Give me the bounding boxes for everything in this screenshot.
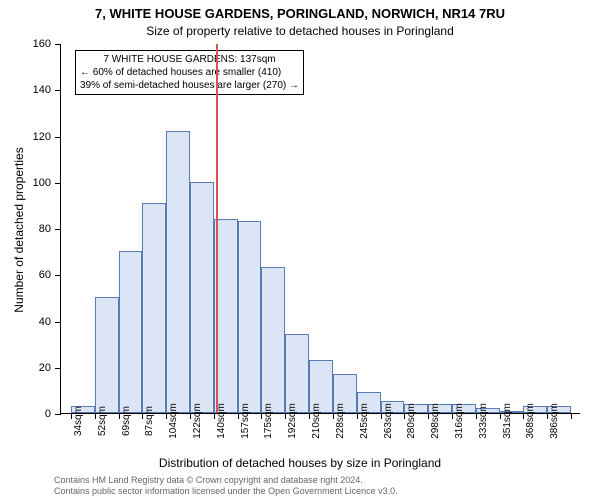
- x-tick-label: 122sqm: [192, 403, 203, 439]
- x-tick-label: 351sqm: [502, 403, 513, 439]
- chart-subtitle: Size of property relative to detached ho…: [0, 24, 600, 38]
- y-tick: [55, 90, 61, 91]
- x-tick-label: 333sqm: [478, 403, 489, 439]
- x-tick: [357, 413, 358, 419]
- y-tick: [55, 44, 61, 45]
- x-tick-label: 157sqm: [240, 403, 251, 439]
- x-tick-label: 368sqm: [525, 403, 536, 439]
- x-tick-label: 210sqm: [311, 403, 322, 439]
- y-tick: [55, 322, 61, 323]
- y-tick-label: 100: [33, 177, 51, 189]
- x-tick-label: 104sqm: [168, 403, 179, 439]
- annotation-box: 7 WHITE HOUSE GARDENS: 137sqm ← 60% of d…: [75, 50, 304, 95]
- x-tick-label: 263sqm: [383, 403, 394, 439]
- y-tick-label: 120: [33, 131, 51, 143]
- y-tick: [55, 414, 61, 415]
- annotation-line-2: ← 60% of detached houses are smaller (41…: [80, 66, 299, 79]
- x-tick: [333, 413, 334, 419]
- y-tick-label: 80: [39, 223, 51, 235]
- x-tick-label: 52sqm: [97, 406, 108, 436]
- x-tick: [95, 413, 96, 419]
- x-tick-label: 69sqm: [121, 406, 132, 436]
- y-tick-label: 0: [45, 408, 51, 420]
- histogram-bar: [190, 182, 214, 413]
- x-tick-label: 34sqm: [73, 406, 84, 436]
- x-tick: [214, 413, 215, 419]
- y-axis-label: Number of detached properties: [12, 147, 26, 312]
- x-tick: [190, 413, 191, 419]
- y-tick: [55, 275, 61, 276]
- x-tick-label: 175sqm: [263, 403, 274, 439]
- histogram-bar: [142, 203, 166, 413]
- x-tick: [571, 413, 572, 419]
- y-tick-label: 40: [39, 316, 51, 328]
- x-tick-label: 228sqm: [335, 403, 346, 439]
- y-tick-label: 20: [39, 362, 51, 374]
- x-tick-label: 280sqm: [406, 403, 417, 439]
- x-tick: [238, 413, 239, 419]
- chart-title: 7, WHITE HOUSE GARDENS, PORINGLAND, NORW…: [0, 6, 600, 21]
- x-tick-label: 245sqm: [359, 403, 370, 439]
- histogram-bar: [166, 131, 190, 413]
- x-tick: [452, 413, 453, 419]
- y-tick: [55, 368, 61, 369]
- footnote-line-2: Contains public sector information licen…: [54, 486, 398, 497]
- x-tick-label: 87sqm: [144, 406, 155, 436]
- y-tick: [55, 229, 61, 230]
- x-tick-label: 386sqm: [549, 403, 560, 439]
- y-tick: [55, 183, 61, 184]
- x-tick: [428, 413, 429, 419]
- footnote-line-1: Contains HM Land Registry data © Crown c…: [54, 475, 398, 486]
- histogram-bar: [119, 251, 143, 413]
- histogram-bar: [238, 221, 262, 413]
- x-tick: [119, 413, 120, 419]
- x-tick: [309, 413, 310, 419]
- annotation-line-3: 39% of semi-detached houses are larger (…: [80, 79, 299, 92]
- x-tick-label: 316sqm: [454, 403, 465, 439]
- y-tick-label: 140: [33, 84, 51, 96]
- y-tick: [55, 137, 61, 138]
- histogram-bar: [285, 334, 309, 413]
- x-axis-label: Distribution of detached houses by size …: [0, 456, 600, 470]
- x-tick-label: 192sqm: [287, 403, 298, 439]
- y-tick-label: 160: [33, 38, 51, 50]
- footnote: Contains HM Land Registry data © Crown c…: [54, 475, 398, 497]
- annotation-line-1: 7 WHITE HOUSE GARDENS: 137sqm: [80, 53, 299, 66]
- x-tick: [476, 413, 477, 419]
- plot-area: 7 WHITE HOUSE GARDENS: 137sqm ← 60% of d…: [60, 44, 580, 414]
- histogram-bar: [261, 267, 285, 413]
- x-tick-label: 298sqm: [430, 403, 441, 439]
- x-tick: [381, 413, 382, 419]
- y-tick-label: 60: [39, 269, 51, 281]
- x-tick: [71, 413, 72, 419]
- reference-line: [216, 44, 218, 413]
- histogram-bar: [95, 297, 119, 413]
- x-tick: [500, 413, 501, 419]
